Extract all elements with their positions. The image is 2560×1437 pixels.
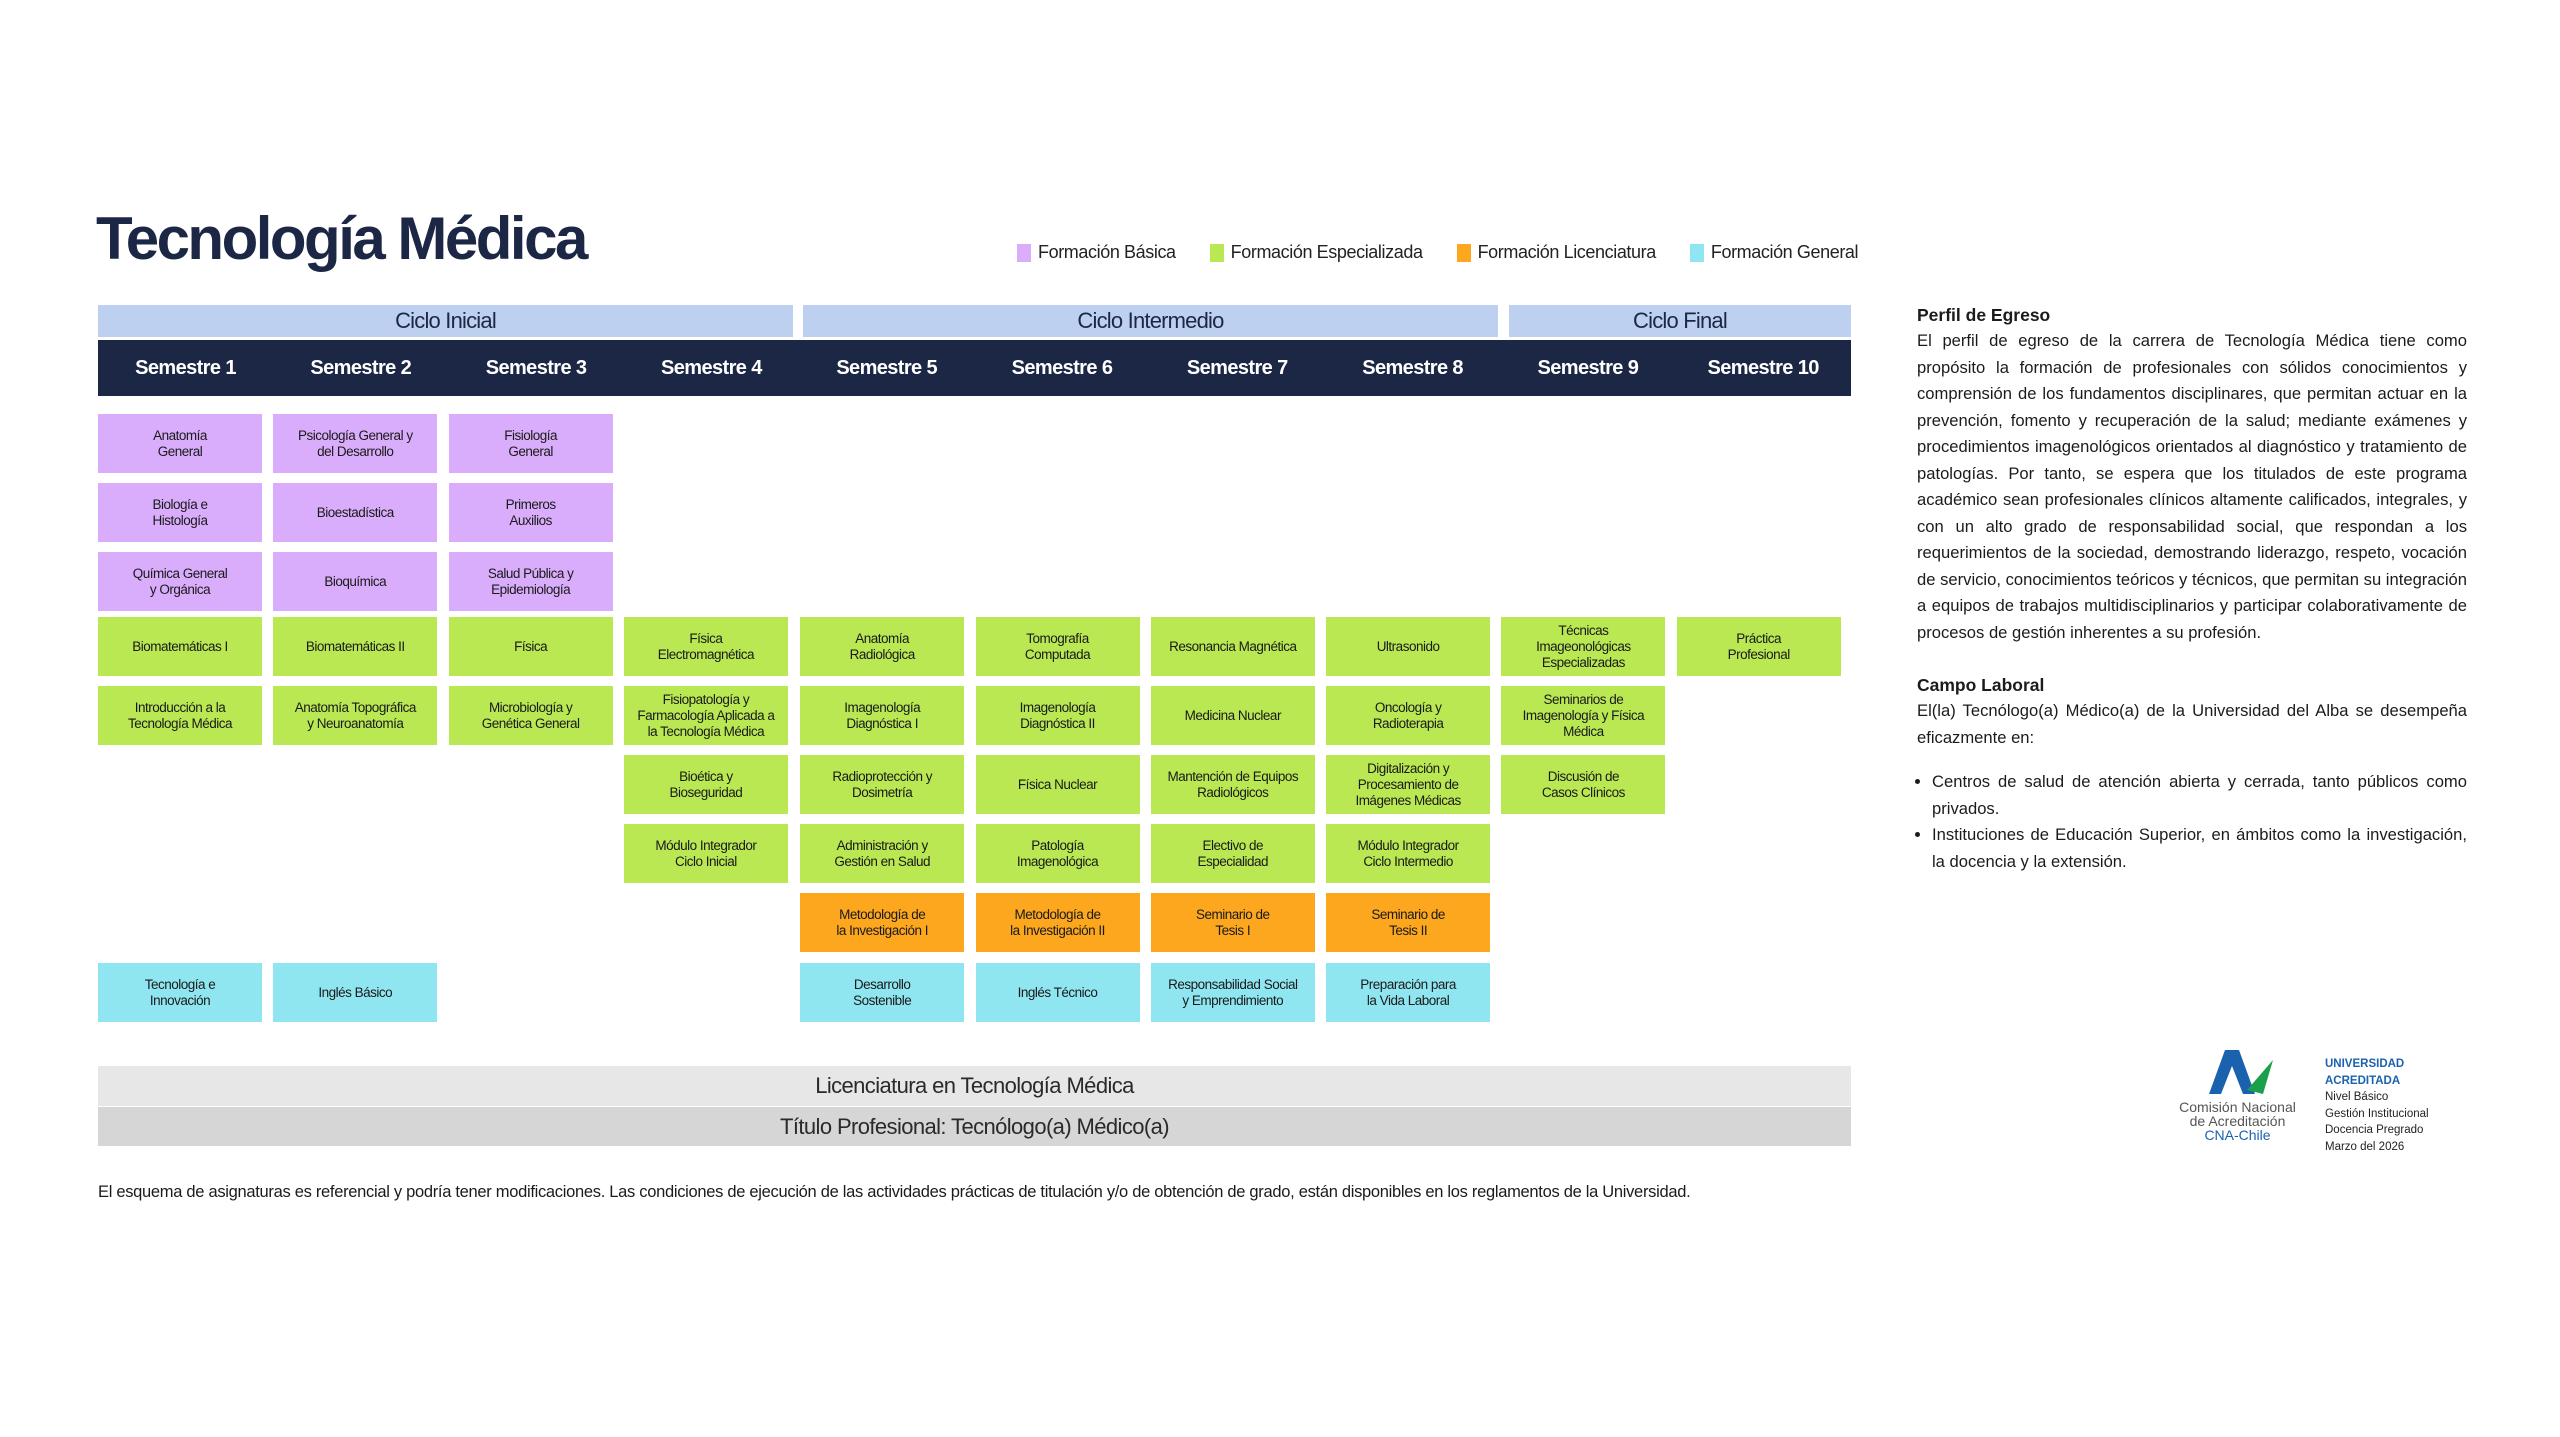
course-especializada: Medicina Nuclear bbox=[1150, 686, 1315, 745]
course-especializada: Administración y Gestión en Salud bbox=[800, 824, 965, 883]
course-licenciatura: Metodología de la Investigación I bbox=[800, 893, 965, 952]
semester-header-8: Semestre 8 bbox=[1362, 356, 1463, 379]
semester-header-6: Semestre 6 bbox=[1011, 356, 1113, 379]
legend-item-general: Formación General bbox=[1689, 242, 1859, 263]
course-especializada: Patología Imagenológica bbox=[975, 824, 1140, 883]
semester-header-10: Semestre 10 bbox=[1707, 356, 1820, 379]
course-especializada: Oncología y Radioterapia bbox=[1326, 686, 1491, 745]
course-especializada: Introducción a la Tecnología Médica bbox=[98, 686, 262, 745]
ciclo-inicial-header: Ciclo Inicial bbox=[98, 305, 793, 337]
course-basica: Psicología General y del Desarrollo bbox=[273, 414, 438, 473]
cna-name-line3: CNA-Chile bbox=[2204, 1127, 2271, 1143]
perfil-heading: Perfil de Egreso bbox=[1917, 305, 2051, 325]
legend-label: Formación Básica bbox=[1038, 242, 1176, 262]
campo-list: Centros de salud de atención abierta y c… bbox=[1917, 769, 2467, 875]
course-especializada: Resonancia Magnética bbox=[1150, 617, 1315, 676]
course-basica: Biología e Histología bbox=[98, 483, 262, 542]
course-especializada: Técnicas Imageonológicas Especializadas bbox=[1501, 617, 1666, 676]
page-title: Tecnología Médica bbox=[96, 205, 588, 272]
accreditation-line: Marzo del 2026 bbox=[2325, 1140, 2405, 1153]
course-especializada: Práctica Profesional bbox=[1676, 617, 1841, 676]
accreditation-line: Gestión Institucional bbox=[2325, 1107, 2429, 1120]
accreditation-badge: Comisión Nacional de Acreditación CNA-Ch… bbox=[2175, 1050, 2465, 1153]
course-especializada: Física Electromagnética bbox=[623, 617, 788, 676]
ciclo-final-header: Ciclo Final bbox=[1509, 305, 1851, 337]
course-general: Preparación para la Vida Laboral bbox=[1326, 963, 1491, 1022]
legend: Formación Básica Formación Especializada F… bbox=[1017, 242, 1859, 263]
course-especializada: Módulo Integrador Ciclo Inicial bbox=[623, 824, 788, 883]
course-especializada: Electivo de Especialidad bbox=[1150, 824, 1315, 883]
course-licenciatura: Seminario de Tesis I bbox=[1150, 893, 1315, 952]
cna-logo-icon bbox=[2209, 1050, 2273, 1094]
course-especializada: Tomografía Computada bbox=[975, 617, 1140, 676]
legend-item-especializada: Formación Especializada bbox=[1209, 242, 1423, 263]
course-especializada: Anatomía Topográfica y Neuroanatomía bbox=[273, 686, 438, 745]
legend-label: Formación Especializada bbox=[1230, 242, 1423, 262]
legend-swatch bbox=[1689, 243, 1704, 262]
course-especializada: Biomatemáticas I bbox=[98, 617, 262, 676]
cna-name-line1: Comisión Nacional bbox=[2179, 1099, 2296, 1115]
course-general: Inglés Técnico bbox=[975, 963, 1140, 1022]
legend-item-basica: Formación Básica bbox=[1017, 242, 1176, 263]
campo-item: Centros de salud de atención abierta y c… bbox=[1932, 769, 2467, 822]
course-especializada: Mantención de Equipos Radiológicos bbox=[1150, 755, 1315, 814]
legend-swatch bbox=[1017, 243, 1031, 262]
legend-swatch bbox=[1456, 243, 1471, 262]
accreditation-heading: UNIVERSIDAD ACREDITADA bbox=[2325, 1058, 2405, 1087]
semester-header-5: Semestre 5 bbox=[836, 356, 938, 379]
course-especializada: Módulo Integrador Ciclo Intermedio bbox=[1326, 824, 1491, 883]
course-general: Desarrollo Sostenible bbox=[800, 963, 965, 1022]
course-basica: Salud Pública y Epidemiología bbox=[448, 552, 613, 611]
course-general: Inglés Básico bbox=[273, 963, 438, 1022]
campo-text: El(la) Tecnólogo(a) Médico(a) de la Univ… bbox=[1917, 701, 2467, 747]
course-especializada: Física Nuclear bbox=[975, 755, 1140, 814]
licenciatura-bar: Licenciatura en Tecnología Médica bbox=[98, 1066, 1851, 1106]
semester-header-3: Semestre 3 bbox=[485, 356, 587, 379]
footnote: El esquema de asignaturas es referencial… bbox=[98, 1183, 1691, 1201]
legend-label: Formación General bbox=[1710, 242, 1859, 262]
ciclo-intermedio-header: Ciclo Intermedio bbox=[803, 305, 1498, 337]
legend-label: Formación Licenciatura bbox=[1477, 242, 1657, 262]
legend-swatch bbox=[1209, 243, 1224, 262]
course-especializada: Física bbox=[448, 617, 613, 676]
course-especializada: Seminarios de Imagenología y Física Médi… bbox=[1501, 686, 1666, 745]
campo-heading: Campo Laboral bbox=[1917, 675, 2045, 695]
course-basica: Fisiología General bbox=[448, 414, 613, 473]
accreditation-line: Nivel Básico bbox=[2325, 1091, 2389, 1103]
info-panel: Perfil de Egreso El perfil de egreso de … bbox=[1917, 302, 2467, 875]
course-licenciatura: Metodología de la Investigación II bbox=[975, 893, 1140, 952]
course-licenciatura: Seminario de Tesis II bbox=[1326, 893, 1491, 952]
course-especializada: Fisiopatología y Farmacología Aplicada a… bbox=[623, 686, 788, 745]
course-basica: Bioestadística bbox=[273, 483, 438, 542]
course-especializada: Biomatemáticas II bbox=[273, 617, 438, 676]
titulo-profesional-bar: Título Profesional: Tecnólogo(a) Médico(… bbox=[98, 1107, 1851, 1146]
course-especializada: Bioética y Bioseguridad bbox=[623, 755, 788, 814]
course-general: Tecnología e Innovación bbox=[98, 963, 262, 1022]
legend-item-licenciatura: Formación Licenciatura bbox=[1456, 242, 1657, 263]
course-especializada: Anatomía Radiológica bbox=[800, 617, 965, 676]
course-especializada: Imagenología Diagnóstica II bbox=[975, 686, 1140, 745]
course-especializada: Digitalización y Procesamiento de Imágen… bbox=[1326, 755, 1491, 814]
course-especializada: Discusión de Casos Clínicos bbox=[1501, 755, 1666, 814]
course-especializada: Microbiología y Genética General bbox=[448, 686, 613, 745]
semester-header-9: Semestre 9 bbox=[1537, 356, 1639, 379]
course-general: Responsabilidad Social y Emprendimiento bbox=[1150, 963, 1315, 1022]
perfil-text: El perfil de egreso de la carrera de Tec… bbox=[1917, 331, 2467, 642]
semester-header-7: Semestre 7 bbox=[1186, 356, 1288, 379]
course-basica: Anatomía General bbox=[98, 414, 262, 473]
accreditation-line: Docencia Pregrado bbox=[2325, 1124, 2424, 1136]
cna-name-line2: de Acreditación bbox=[2189, 1113, 2286, 1129]
course-especializada: Imagenología Diagnóstica I bbox=[800, 686, 965, 745]
course-basica: Primeros Auxilios bbox=[448, 483, 613, 542]
campo-item: Instituciones de Educación Superior, en … bbox=[1932, 822, 2467, 875]
semester-header-1: Semestre 1 bbox=[135, 356, 236, 379]
course-especializada: Ultrasonido bbox=[1326, 617, 1491, 676]
semester-header-4: Semestre 4 bbox=[661, 356, 762, 379]
semester-header-2: Semestre 2 bbox=[310, 356, 412, 379]
course-especializada: Radioprotección y Dosimetría bbox=[800, 755, 965, 814]
semester-header-bar: Semestre 1 Semestre 2 Semestre 3 Semestre 4… bbox=[98, 340, 1851, 396]
course-basica: Bioquímica bbox=[273, 552, 438, 611]
course-basica: Química General y Orgánica bbox=[98, 552, 262, 611]
